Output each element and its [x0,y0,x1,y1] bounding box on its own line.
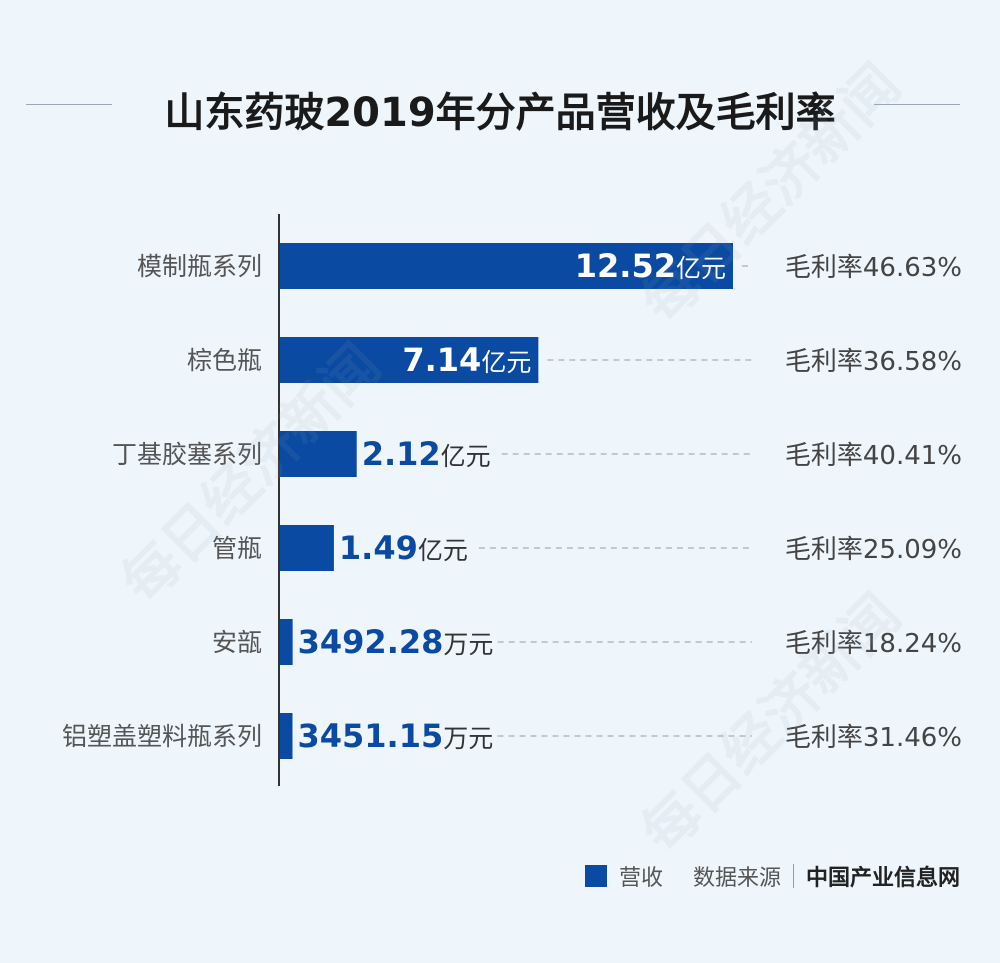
category-label: 安瓿 [212,628,262,657]
gross-margin-label: 毛利率36.58% [785,347,962,377]
bar-chart: 模制瓶系列 12.52亿元 毛利率46.63% 棕色瓶 7.14亿元 毛利率36.58% 丁… [62,214,962,786]
title-row: 山东药玻2019年分产品营收及毛利率 [0,70,1000,140]
category-label: 铝塑盖塑料瓶系列 [62,722,262,751]
category-label: 模制瓶系列 [137,252,262,281]
bar [280,431,357,477]
category-label: 丁基胶塞系列 [112,440,262,469]
bar [280,243,733,289]
value-label: 7.14亿元 [402,341,531,379]
value-label: 2.12亿元 [362,435,491,473]
chart-title: 山东药玻2019年分产品营收及毛利率 [164,90,836,136]
bar [280,525,334,571]
gross-margin-label: 毛利率18.24% [785,629,962,659]
category-label: 管瓶 [212,534,262,563]
title-right-rule [874,104,960,105]
value-label: 3451.15万元 [297,717,493,755]
legend-label: 营收 [618,866,663,891]
bar [280,619,293,665]
gross-margin-label: 毛利率40.41% [785,441,962,471]
bar [280,713,293,759]
category-label: 棕色瓶 [187,346,262,375]
gross-margin-label: 毛利率46.63% [785,253,962,283]
legend-swatch [584,865,607,887]
source-label: 数据来源 [692,866,781,891]
value-label: 12.52亿元 [575,247,726,285]
footer-divider [792,864,794,888]
gross-margin-label: 毛利率31.46% [785,723,962,753]
value-label: 3492.28万元 [298,623,494,661]
title-left-rule [26,104,112,105]
source-name: 中国产业信息网 [805,866,960,891]
chart-footer: 营收 数据来源 中国产业信息网 [584,860,960,892]
bar [280,337,539,383]
value-label: 1.49亿元 [339,529,468,567]
gross-margin-label: 毛利率25.09% [785,535,962,565]
